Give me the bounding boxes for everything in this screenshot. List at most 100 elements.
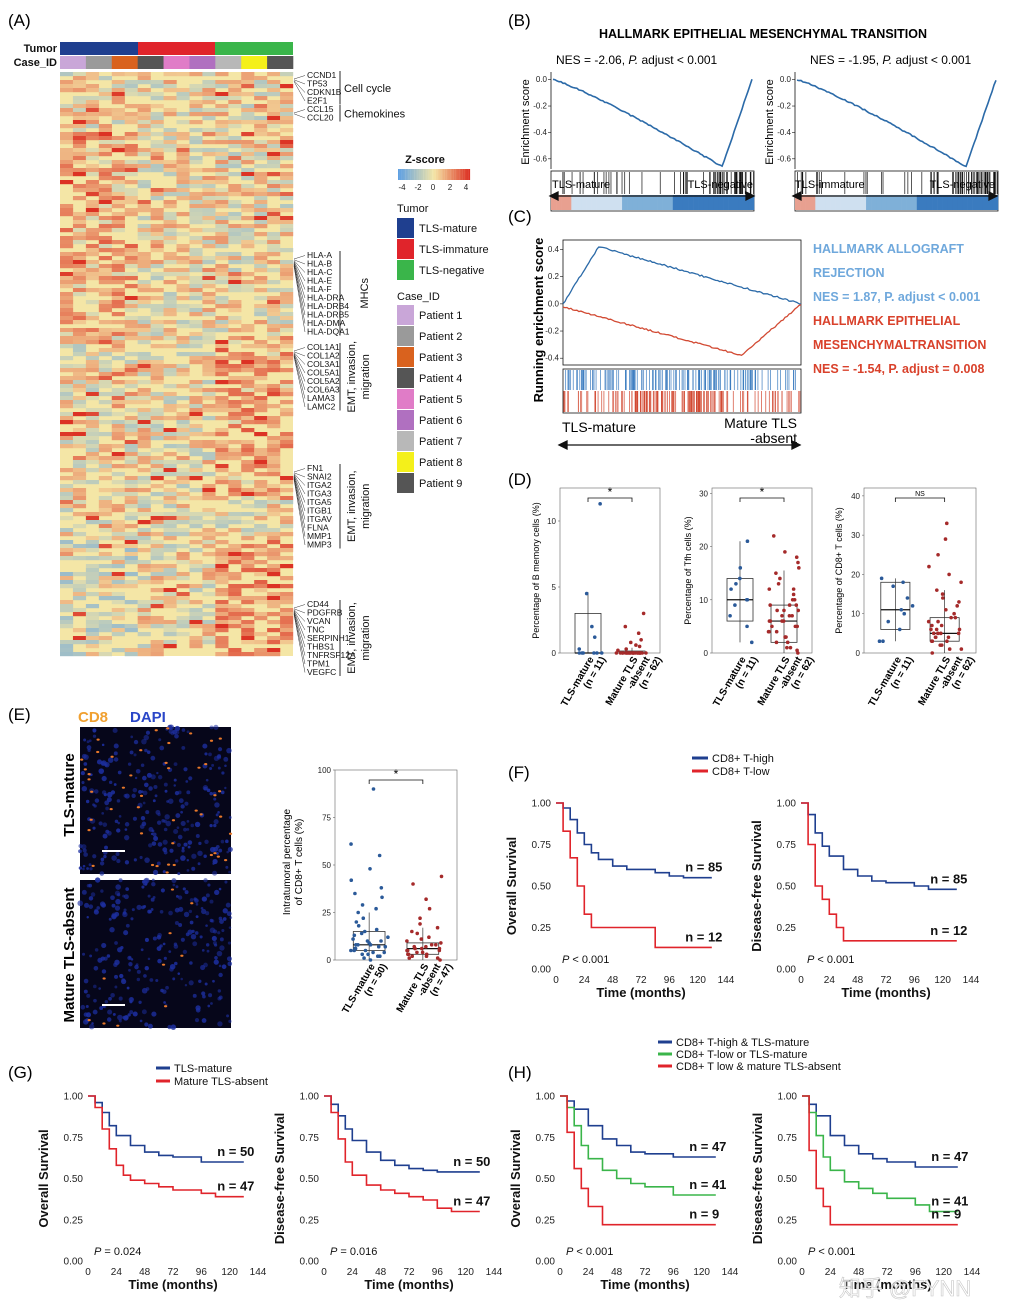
heatmap-cell [267,324,281,329]
heatmap-cell [189,460,203,465]
heatmap-cell [111,464,125,469]
n-label: n = 41 [931,1194,968,1209]
heatmap-cell [85,544,100,549]
heatmap-cell [280,328,294,333]
heatmap-cell [60,492,74,497]
p-value: P < 0.001 [566,1246,613,1258]
heatmap-cell [60,212,74,217]
heatmap-cell [280,480,294,485]
y-tick-label: 1.00 [777,799,797,810]
heatmap-cell [85,124,100,129]
heatmap-cell [280,148,294,153]
heatmap-cell [85,184,100,189]
box [574,613,602,654]
heatmap-cell [241,544,255,549]
heatmap-cell [280,380,294,385]
heatmap-cell [72,384,87,389]
heatmap-cell [189,588,203,593]
nucleus [209,823,213,828]
nucleus [174,733,179,739]
heatmap-cell [124,544,138,549]
legend-label: TLS-mature [419,223,477,235]
heatmap-cell [124,524,138,529]
heatmap-cell [215,164,229,169]
p-value: P < 0.001 [808,1246,855,1258]
heatmap-cell [85,300,100,305]
heatmap-cell [202,552,216,557]
gene-connector [293,266,306,333]
heatmap-cell [241,148,255,153]
nucleus [215,813,219,817]
heatmap-cell [60,500,74,505]
heatmap-cell [241,232,255,237]
heatmap-cell [98,412,112,417]
gene-label: ITGA3 [307,489,332,499]
heatmap-cell [163,88,177,93]
rank-gradient-step [688,195,694,210]
heatmap-cell [241,108,255,113]
heatmap-cell [176,472,190,477]
nucleus [146,750,151,754]
heatmap-cell [163,384,177,389]
survival-curve [324,1095,480,1173]
heatmap-cell [137,356,151,361]
nucleus [181,846,185,850]
heatmap-cell [111,564,125,569]
colorbar-step [403,169,406,180]
heatmap-cell [98,272,112,277]
data-point [733,603,737,607]
nucleus [126,986,130,990]
heatmap-cell [202,72,216,77]
rank-gradient-step [967,195,973,210]
data-point [775,608,779,613]
heatmap-cell [72,344,87,349]
nucleus [115,884,121,890]
heatmap-cell [189,412,203,417]
c-line6: NES = -1.54, P. adjust = 0.008 [813,362,984,376]
heatmap-cell [202,188,216,193]
cd8-cell [166,863,171,866]
heatmap-cell [150,152,164,157]
rank-gradient-step [835,195,841,210]
heatmap-cell [163,512,177,517]
heatmap-cell [202,236,216,241]
heatmap-cell [215,448,229,453]
heatmap-cell [124,408,138,413]
heatmap-cell [280,180,294,185]
heatmap-cell [176,72,190,77]
rank-gradient-step [992,195,999,210]
cd8-cell [87,1019,91,1022]
heatmap-cell [176,92,190,97]
nucleus [96,906,100,910]
heatmap-cell [241,336,255,341]
heatmap-cell [215,624,229,629]
nucleus [220,790,225,795]
nucleus [83,738,87,742]
heatmap-cell [163,332,177,337]
nucleus [101,811,105,815]
data-point [375,954,380,958]
heatmap-cell [280,324,294,329]
heatmap-cell [189,228,203,233]
heatmap-cell [215,168,229,173]
x-tick-label: 144 [963,975,980,986]
heatmap-cell [215,232,229,237]
heatmap-cell [254,344,268,349]
heatmap-cell [254,500,268,505]
heatmap-cell [241,532,255,537]
heatmap-cell [60,204,74,209]
cd8-cell [171,819,176,822]
heatmap-cell [267,472,281,477]
heatmap-cell [85,424,100,429]
heatmap-cell [98,552,112,557]
c-hit-box [562,368,802,414]
heatmap-cell [189,616,203,621]
x-tick-label: 48 [139,1267,151,1278]
heatmap-cell [124,328,138,333]
heatmap-cell [72,284,87,289]
nucleus [192,993,197,998]
tumor-legend: TLS-mature TLS-immature TLS-negative [397,218,489,280]
heatmap-cell [215,324,229,329]
nucleus [125,887,130,891]
heatmap-cell [163,544,177,549]
